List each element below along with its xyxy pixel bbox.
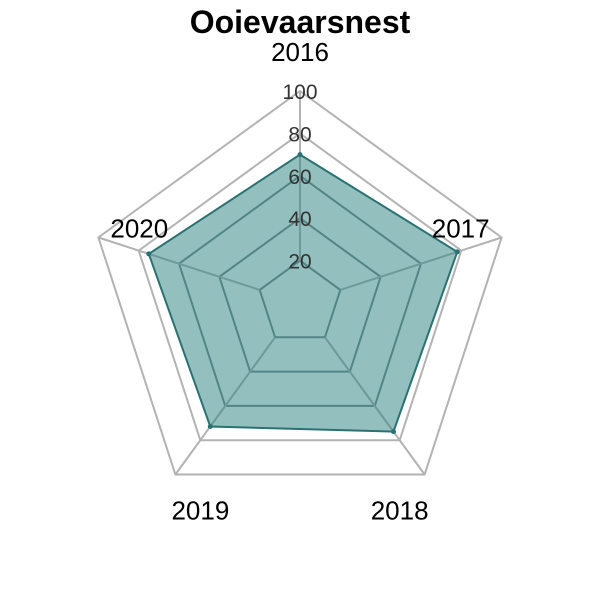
grid-ring-80 xyxy=(137,132,463,442)
tick-label-100: 100 xyxy=(282,81,317,104)
category-label-2019: 2019 xyxy=(171,496,229,526)
category-label-2016: 2016 xyxy=(271,37,329,67)
data-point-2017 xyxy=(454,249,460,255)
data-point-2018 xyxy=(390,429,396,435)
tick-label-40: 40 xyxy=(288,208,311,231)
series-layer xyxy=(146,152,460,435)
category-label-2018: 2018 xyxy=(371,496,429,526)
data-point-2016 xyxy=(297,152,303,158)
tick-label-20: 20 xyxy=(288,251,311,274)
category-label-2020: 2020 xyxy=(110,213,168,243)
data-point-2019 xyxy=(207,423,213,429)
tick-label-80: 80 xyxy=(288,123,311,146)
series-area xyxy=(147,153,459,433)
grid-ring-100 xyxy=(97,89,503,476)
tick-label-60: 60 xyxy=(288,166,311,189)
data-point-2020 xyxy=(146,251,152,257)
chart-title: Ooievaarsnest xyxy=(189,4,411,40)
label-layer: 20 40 60 80 100 2016 2017 2018 2019 2020 xyxy=(110,37,489,526)
category-label-2017: 2017 xyxy=(432,213,490,243)
